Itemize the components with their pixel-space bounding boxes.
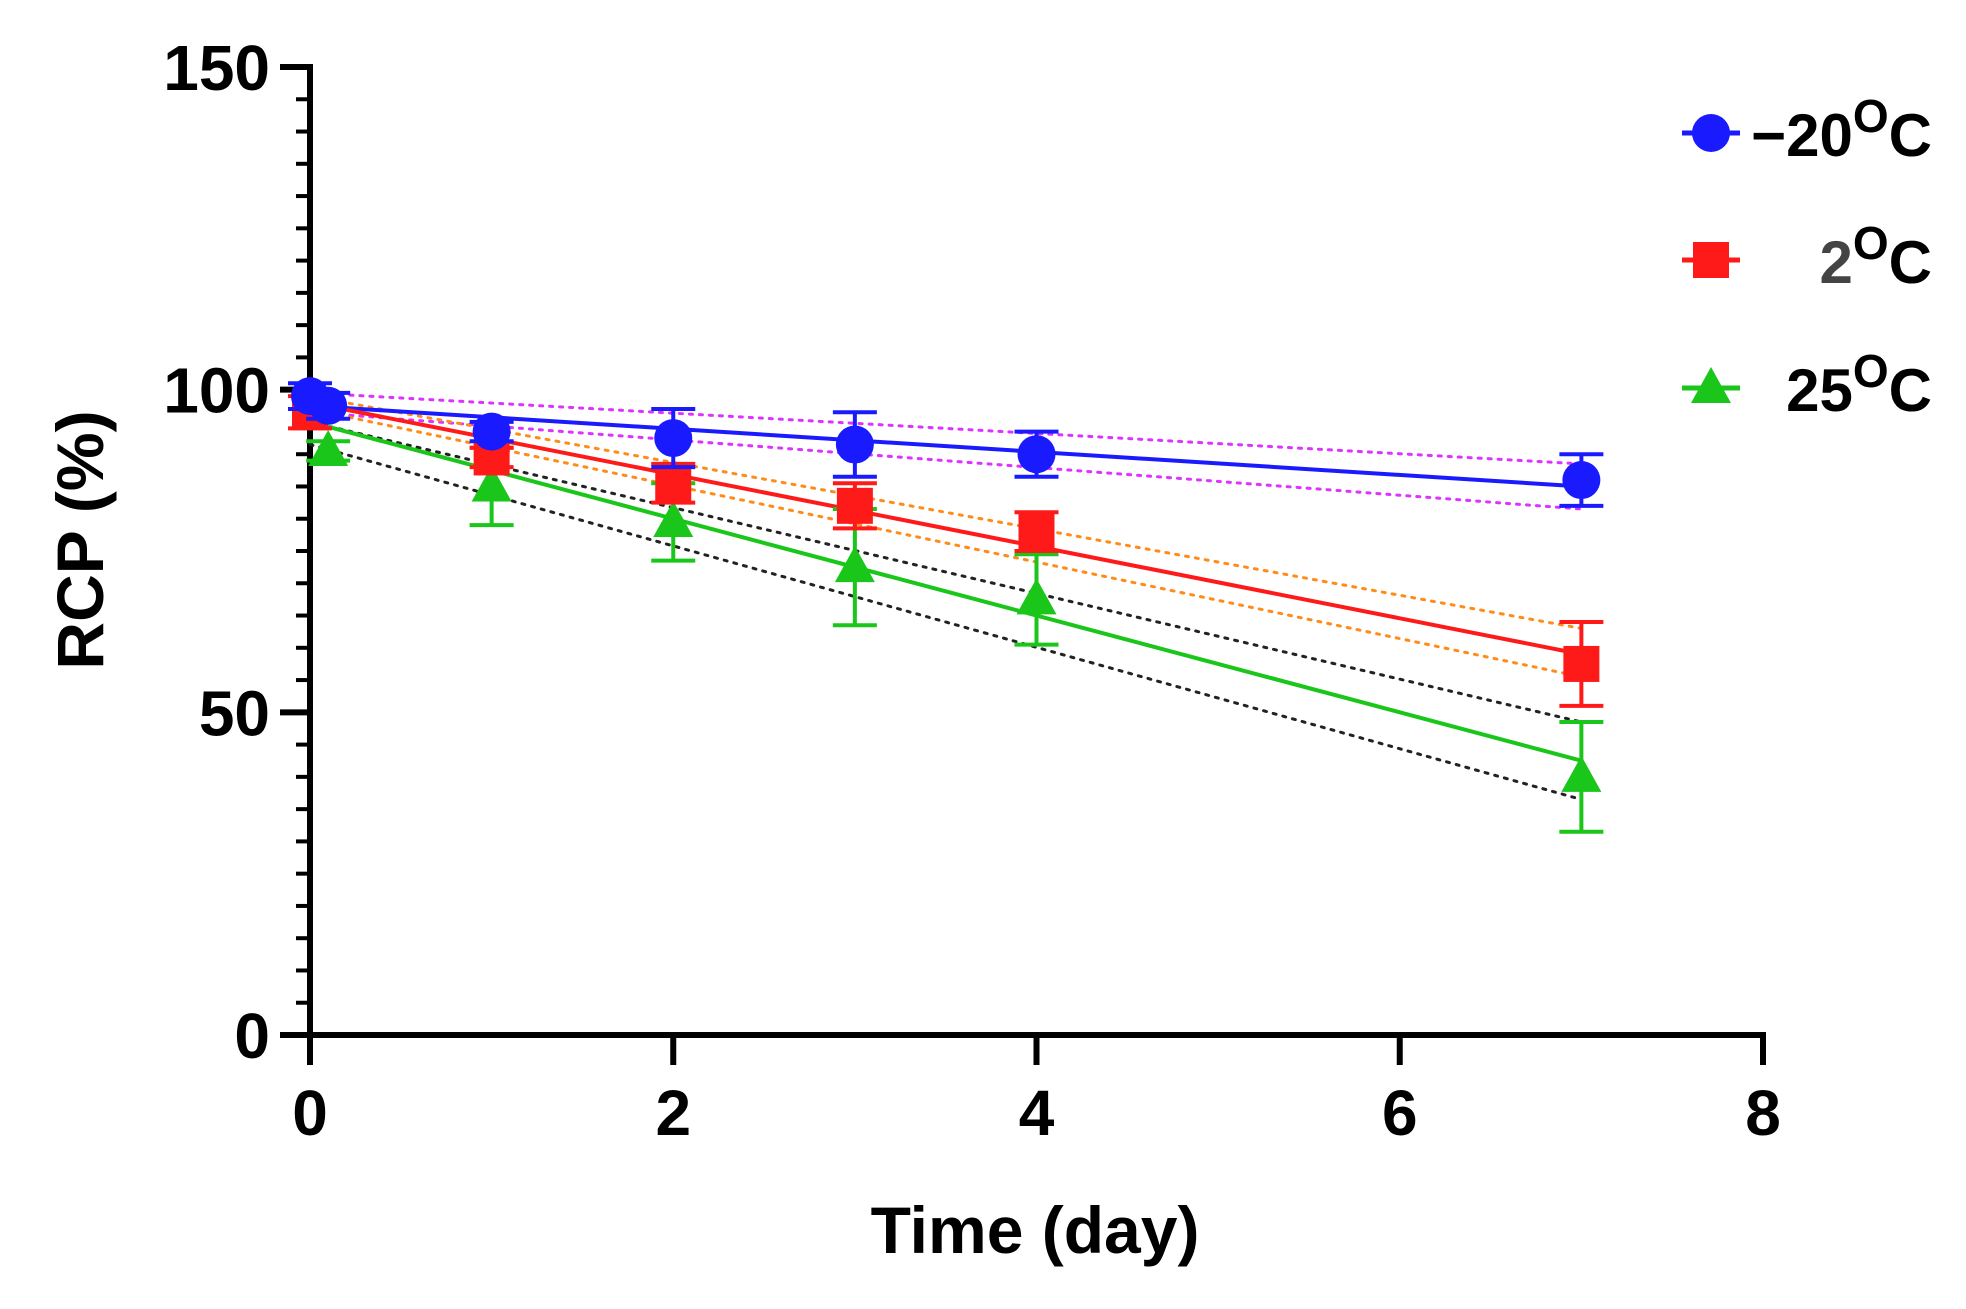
data-point <box>1561 755 1602 792</box>
axes: 0 50 100 150 0 2 4 6 8 <box>163 32 1781 1149</box>
ci-upper-line <box>308 420 1583 724</box>
y-axis-label: RCP (%) <box>43 410 117 669</box>
legend-marker <box>1692 114 1730 152</box>
data-point <box>472 412 511 451</box>
data-point <box>308 429 349 466</box>
legend-marker <box>1691 367 1731 403</box>
y-tick-label: 50 <box>199 677 270 749</box>
data-point <box>1562 461 1601 500</box>
axis-labels: Time (day) RCP (%) <box>43 410 1199 1267</box>
legend-label: −20OC <box>1751 90 1932 169</box>
y-tick-label: 100 <box>163 355 270 427</box>
x-tick-label: 2 <box>655 1077 691 1149</box>
data-point <box>1016 578 1057 615</box>
fit-lines <box>309 400 1582 763</box>
legend: −20OC 2OC 25OC <box>1682 90 1932 424</box>
data-point <box>653 500 694 537</box>
confidence-bands <box>308 391 1583 801</box>
data-point <box>836 487 873 524</box>
data-point <box>835 425 874 464</box>
ci-lower-line <box>308 410 1583 511</box>
data-points <box>288 377 1604 834</box>
x-axis-label: Time (day) <box>871 1193 1200 1267</box>
fit-line <box>309 420 1582 763</box>
x-tick-label: 6 <box>1382 1077 1418 1149</box>
fit-line <box>309 403 1582 489</box>
fit-line <box>309 400 1582 657</box>
ci-upper-line <box>308 391 1583 466</box>
data-point <box>1563 645 1600 682</box>
data-point <box>1017 435 1056 474</box>
data-point <box>471 465 512 502</box>
legend-label: 2OC <box>1820 217 1933 296</box>
data-point <box>1018 513 1055 550</box>
legend-label: 25OC <box>1786 345 1932 424</box>
data-point <box>309 386 348 425</box>
ci-lower-line <box>308 407 1583 679</box>
x-tick-label: 4 <box>1019 1077 1055 1149</box>
data-point <box>834 546 875 583</box>
ci-lower-line <box>308 443 1583 801</box>
data-point <box>655 465 692 502</box>
data-point <box>654 419 693 458</box>
y-tick-label: 150 <box>163 32 270 104</box>
legend-marker <box>1693 242 1729 278</box>
y-tick-label: 0 <box>234 1000 270 1072</box>
x-tick-label: 8 <box>1745 1077 1781 1149</box>
x-tick-label: 0 <box>292 1077 328 1149</box>
